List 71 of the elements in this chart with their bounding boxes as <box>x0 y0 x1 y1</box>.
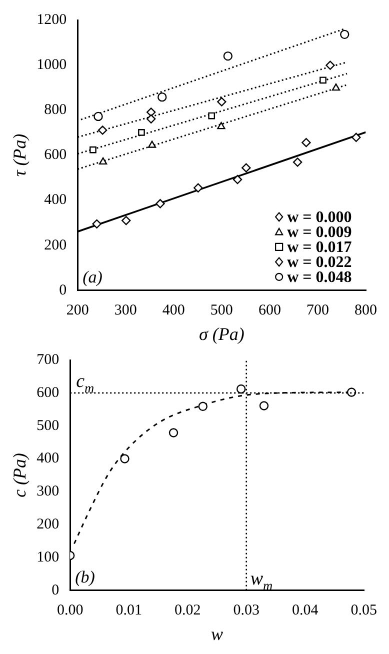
point <box>242 163 251 172</box>
x-tick-label: 400 <box>162 302 185 318</box>
y-tick-label: 600 <box>44 147 67 164</box>
point <box>194 183 203 192</box>
y-tick-label: 1200 <box>36 12 67 28</box>
point <box>198 402 208 412</box>
y-tick-label: 400 <box>36 450 60 467</box>
x-tick-label: 0.02 <box>174 602 201 618</box>
point <box>223 51 233 61</box>
y-tick-label: 500 <box>36 418 60 434</box>
point <box>92 219 102 229</box>
y-tick-label: 400 <box>44 192 67 208</box>
point <box>332 83 340 91</box>
y-tick-label: 0 <box>52 582 60 598</box>
x-tick-label: 700 <box>306 302 329 318</box>
point <box>236 384 246 394</box>
y-tick-label: 300 <box>36 484 60 500</box>
point <box>259 401 269 410</box>
point <box>326 60 335 70</box>
point <box>120 454 130 464</box>
point <box>90 146 96 154</box>
y-tick-label: 0 <box>59 282 67 298</box>
point <box>340 30 350 40</box>
legend-label: w = 0.022 <box>287 254 352 272</box>
point <box>168 428 178 438</box>
legend-label: w = 0.017 <box>287 239 352 256</box>
legend-label: w = 0.048 <box>287 269 352 286</box>
point <box>122 216 131 226</box>
annotation: (a) <box>82 267 103 286</box>
x-tick-label: 200 <box>66 302 89 318</box>
point <box>148 140 156 148</box>
point <box>156 199 165 208</box>
point <box>346 388 356 397</box>
point <box>302 138 311 148</box>
y-tick-label: 800 <box>44 102 67 118</box>
x-axis-title: σ (Pa) <box>198 324 244 344</box>
x-tick-label: 600 <box>258 302 281 318</box>
y-tick-label: 200 <box>44 237 67 254</box>
x-tick-label: 0.01 <box>116 602 142 618</box>
point <box>94 112 103 122</box>
point <box>320 76 326 84</box>
x-tick-label: 0.00 <box>56 602 84 618</box>
point <box>146 114 156 124</box>
point <box>146 108 156 117</box>
x-tick-label: 0.04 <box>292 602 319 618</box>
x-tick-label: 300 <box>114 302 137 318</box>
x-tick-label: 0.05 <box>350 602 377 618</box>
x-tick-label: 500 <box>210 302 233 318</box>
annotation: (b) <box>75 567 96 586</box>
x-tick-label: 800 <box>354 302 377 318</box>
point <box>352 132 361 142</box>
point <box>138 129 145 136</box>
x-tick-label: 0.03 <box>233 602 260 618</box>
y-tick-label: 700 <box>36 352 60 368</box>
legend-label: w = 0.009 <box>287 224 352 242</box>
y-axis-title: c (Pa) <box>10 452 30 498</box>
point <box>292 158 302 167</box>
point <box>98 126 108 135</box>
point <box>217 122 226 130</box>
point <box>158 92 167 102</box>
legend-label: w = 0.000 <box>287 209 352 226</box>
y-tick-label: 1000 <box>36 57 67 74</box>
x-axis-title: w <box>210 624 223 644</box>
y-axis-title: τ (Pa) <box>10 134 30 177</box>
y-tick-label: 600 <box>36 384 60 401</box>
y-tick-label: 200 <box>36 516 60 533</box>
point <box>217 97 226 106</box>
point <box>232 174 242 184</box>
point <box>208 112 216 120</box>
point <box>98 157 108 165</box>
y-tick-label: 100 <box>36 549 60 566</box>
